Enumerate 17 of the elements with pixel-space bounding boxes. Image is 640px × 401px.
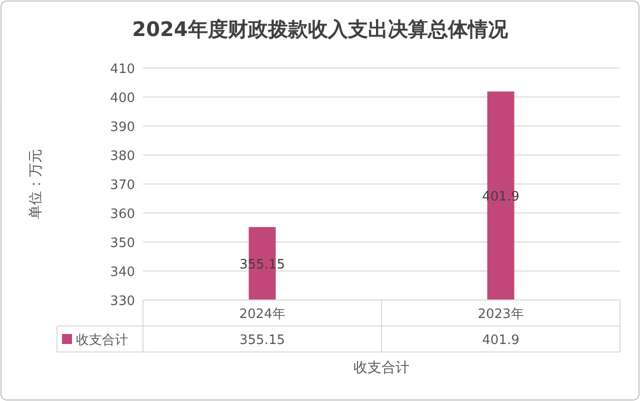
x-tick-label: 2024年 (239, 307, 286, 322)
legend-label: 收支合计 (76, 333, 128, 348)
x-tick-label: 2023年 (478, 307, 524, 322)
y-tick-label: 390 (110, 120, 135, 135)
chart-title: 2024年度财政拨款收入支出决算总体情况 (132, 17, 509, 41)
x-axis-title: 收支合计 (354, 360, 410, 376)
data-label: 355.15 (240, 333, 285, 348)
y-tick-label: 380 (110, 149, 135, 164)
y-tick-label: 340 (110, 265, 135, 280)
y-tick-label: 370 (110, 178, 135, 193)
y-tick-label: 350 (110, 236, 135, 251)
y-tick-label: 360 (110, 207, 135, 222)
y-axis-title: 单位：万元 (28, 149, 44, 219)
y-tick-label: 400 (110, 91, 135, 106)
data-label: 401.9 (482, 333, 520, 348)
y-tick-label: 330 (110, 294, 135, 309)
y-tick-label: 410 (110, 62, 135, 77)
